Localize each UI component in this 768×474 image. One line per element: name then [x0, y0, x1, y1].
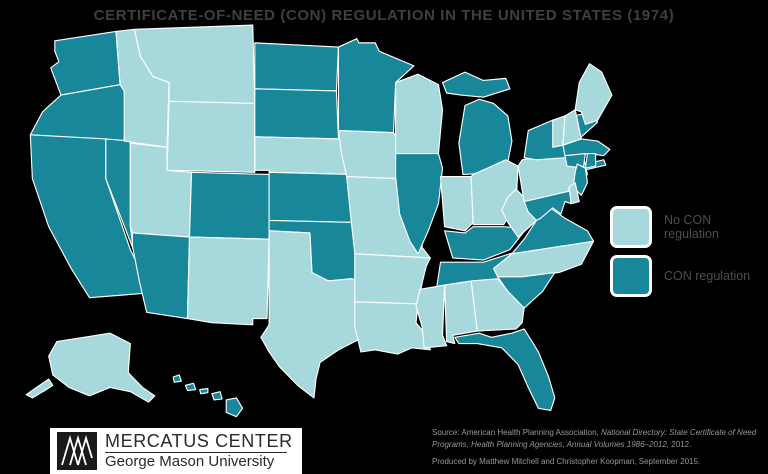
state-georgia [470, 278, 525, 332]
source-suffix: 2012. [669, 440, 692, 449]
mercatus-logo-block: MERCATUS CENTER George Mason University [50, 428, 302, 474]
state-maryland [523, 186, 572, 221]
legend-row-con: CON regulation [610, 255, 768, 297]
legend-label-con: CON regulation [664, 269, 751, 283]
state-hawaii-maui [211, 391, 223, 401]
source-line: Source: American Health Planning Associa… [432, 427, 764, 451]
state-hawaii-oahu [184, 382, 197, 392]
credit-line: Produced by Matthew Mitchell and Christo… [432, 457, 701, 466]
state-arizona [131, 232, 191, 320]
state-iowa [337, 130, 405, 180]
chart-title: CERTIFICATE-OF-NEED (CON) REGULATION IN … [93, 7, 675, 24]
state-hawaii-molokai [199, 387, 209, 395]
source-prefix: Source: American Health Planning Associa… [432, 428, 601, 437]
source-title-italic: National Directory: State Certificate of… [432, 428, 757, 449]
legend-row-no-con: No CON regulation [610, 206, 768, 248]
state-hawaii-big-island [225, 397, 244, 418]
mercatus-center-title: MERCATUS CENTER [105, 431, 293, 452]
logo-divider [105, 452, 287, 454]
state-alaska [48, 332, 156, 403]
state-michigan-upper [441, 71, 511, 98]
mercatus-logo-text: MERCATUS CENTER George Mason University [105, 432, 293, 470]
state-nebraska [254, 136, 352, 176]
state-rhode-island [584, 152, 597, 169]
state-michigan-lower [458, 98, 513, 176]
state-montana [133, 24, 256, 105]
state-south-dakota [254, 88, 340, 140]
state-kansas [268, 171, 356, 224]
state-texas [260, 230, 376, 399]
state-wisconsin [395, 73, 444, 155]
state-alaska-aleutians [25, 378, 54, 399]
george-mason-subtitle: George Mason University [105, 453, 275, 471]
state-colorado [188, 171, 270, 240]
us-map-svg [25, 24, 613, 418]
state-louisiana [354, 301, 431, 355]
state-alabama [444, 280, 478, 345]
state-oregon [29, 84, 127, 144]
mercatus-logo-icon [57, 432, 97, 470]
legend-swatch-con [610, 255, 652, 297]
state-illinois [395, 152, 444, 255]
state-mississippi [415, 284, 448, 349]
state-wyoming [166, 100, 256, 173]
state-florida [454, 328, 556, 412]
state-hawaii-kauai [172, 374, 182, 383]
state-maine [574, 63, 613, 125]
us-choropleth-map [14, 22, 616, 424]
source-note: Source: American Health Planning Associa… [432, 427, 764, 468]
legend: No CON regulation CON regulation [610, 206, 768, 304]
legend-label-no-con: No CON regulation [664, 213, 719, 241]
state-new-mexico [186, 236, 270, 326]
legend-swatch-no-con [610, 206, 652, 248]
state-north-dakota [254, 42, 340, 92]
state-indiana [439, 175, 474, 232]
state-washington [50, 30, 121, 96]
